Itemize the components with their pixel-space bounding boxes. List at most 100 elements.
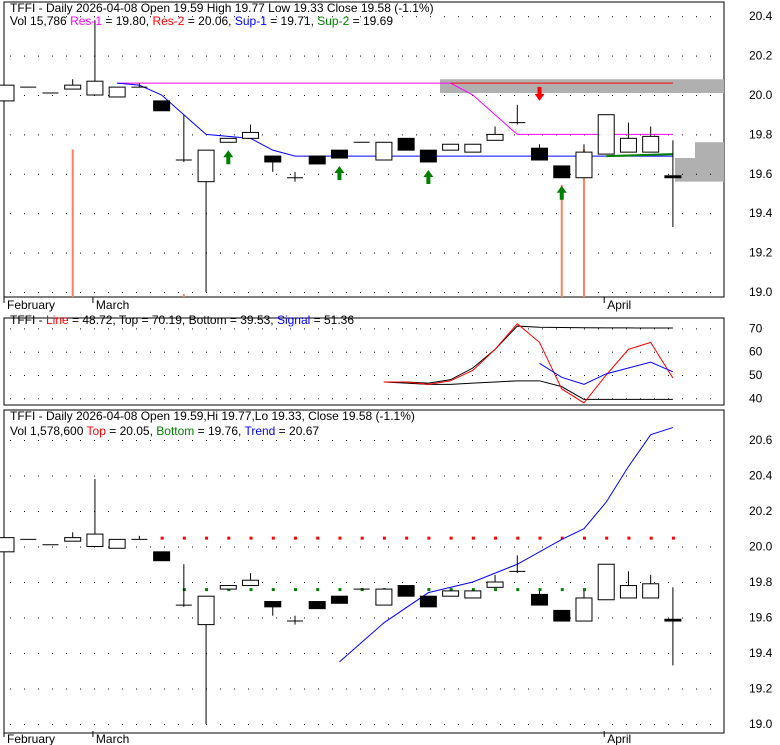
indicator-grid-dot xyxy=(668,351,669,353)
trend-grid-dot xyxy=(416,511,417,512)
trend-grid-dot xyxy=(668,653,669,654)
price-grid-dot xyxy=(304,292,305,293)
indicator-panel-frame xyxy=(3,317,725,406)
trend-grid-dot xyxy=(108,688,109,690)
price-grid-dot xyxy=(696,95,697,96)
indicator-grid-dot xyxy=(416,375,417,376)
trend-grid-dot xyxy=(248,440,249,441)
trend-grid-dot xyxy=(668,511,669,512)
trend-grid-dot xyxy=(388,582,389,583)
trend-grid-dot xyxy=(472,688,473,690)
trend-panel-frame xyxy=(3,409,725,734)
trend-grid-dot xyxy=(332,546,333,548)
indicator-grid-dot xyxy=(164,328,165,330)
price-grid-dot xyxy=(682,252,683,254)
price-grid-dot xyxy=(108,16,109,18)
trend-grid-dot xyxy=(402,724,403,725)
trend-grid-dot xyxy=(402,617,403,619)
trend-grid-dot xyxy=(136,475,137,477)
price-grid-dot xyxy=(38,173,39,175)
bottom-dot xyxy=(582,588,586,592)
trend-grid-dot xyxy=(164,475,165,477)
price-grid-dot xyxy=(178,55,179,57)
trend-tick-label: 20.6 xyxy=(749,433,773,447)
price-grid-dot xyxy=(150,252,151,254)
indicator-series-top xyxy=(383,325,673,384)
price-grid-dot xyxy=(458,292,459,293)
price-grid-dot xyxy=(94,292,95,293)
trend-grid-dot xyxy=(388,724,389,725)
indicator-grid-dot xyxy=(80,328,81,330)
trend-grid-dot xyxy=(584,724,585,725)
trend-tick-label: 19.8 xyxy=(749,575,773,589)
price-grid-dot xyxy=(38,95,39,96)
price-grid-dot xyxy=(80,16,81,18)
indicator-grid-dot xyxy=(612,375,613,376)
price-grid-dot xyxy=(598,55,599,57)
price-grid-dot xyxy=(108,95,109,96)
trend-grid-dot xyxy=(178,440,179,441)
price-grid-dot xyxy=(486,95,487,96)
trend-grid-dot xyxy=(626,653,627,654)
trend-grid-dot xyxy=(570,617,571,619)
trend-grid-dot xyxy=(654,653,655,654)
price-grid-dot xyxy=(10,213,11,215)
price-header-values-part: Sup-1 xyxy=(235,14,267,28)
trend-grid-dot xyxy=(38,546,39,548)
price-grid-dot xyxy=(416,134,417,136)
price-grid-dot xyxy=(360,213,361,215)
price-grid-dot xyxy=(584,95,585,96)
trend-grid-dot xyxy=(332,511,333,512)
trend-grid-dot xyxy=(570,511,571,512)
trend-grid-dot xyxy=(262,511,263,512)
trend-candle-body xyxy=(219,585,237,590)
trend-grid-dot xyxy=(612,688,613,690)
trend-candle-body xyxy=(264,601,282,608)
trend-grid-dot xyxy=(472,724,473,725)
trend-grid-dot xyxy=(164,582,165,583)
trend-grid-dot xyxy=(192,688,193,690)
indicator-series-signal xyxy=(539,361,674,385)
price-grid-dot xyxy=(472,252,473,254)
trend-grid-dot xyxy=(164,724,165,725)
indicator-grid-dot xyxy=(416,398,417,400)
price-grid-dot xyxy=(654,173,655,175)
indicator-tick-label: 40 xyxy=(749,391,763,405)
indicator-grid-dot xyxy=(206,398,207,400)
price-grid-dot xyxy=(192,252,193,254)
price-grid-dot xyxy=(38,292,39,293)
trend-grid-dot xyxy=(290,511,291,512)
price-grid-dot xyxy=(416,292,417,293)
price-grid-dot xyxy=(556,292,557,293)
trend-grid-dot xyxy=(220,582,221,583)
price-grid-dot xyxy=(248,95,249,96)
trend-grid-dot xyxy=(52,440,53,441)
indicator-grid-dot xyxy=(178,375,179,376)
bottom-dot xyxy=(249,588,253,592)
price-grid-dot xyxy=(374,134,375,136)
indicator-grid-dot xyxy=(682,351,683,353)
indicator-grid-dot xyxy=(430,398,431,400)
trend-grid-dot xyxy=(388,475,389,477)
price-grid-dot xyxy=(682,16,683,18)
indicator-grid-dot xyxy=(472,375,473,376)
price-grid-dot xyxy=(290,134,291,136)
trend-grid-dot xyxy=(374,688,375,690)
trend-grid-dot xyxy=(668,724,669,725)
price-tick-label: 19.6 xyxy=(749,167,773,181)
indicator-grid-dot xyxy=(430,328,431,330)
top-dot xyxy=(538,536,542,540)
trend-grid-dot xyxy=(220,511,221,512)
top-dot xyxy=(182,536,186,540)
bottom-dot xyxy=(560,588,564,592)
price-grid-dot xyxy=(164,55,165,57)
trend-grid-dot xyxy=(346,546,347,548)
indicator-grid-dot xyxy=(178,398,179,400)
price-grid-dot xyxy=(374,173,375,175)
price-grid-dot xyxy=(556,252,557,254)
trend-grid-dot xyxy=(360,724,361,725)
trend-grid-dot xyxy=(668,617,669,619)
price-grid-dot xyxy=(556,55,557,57)
trend-grid-dot xyxy=(710,475,711,477)
